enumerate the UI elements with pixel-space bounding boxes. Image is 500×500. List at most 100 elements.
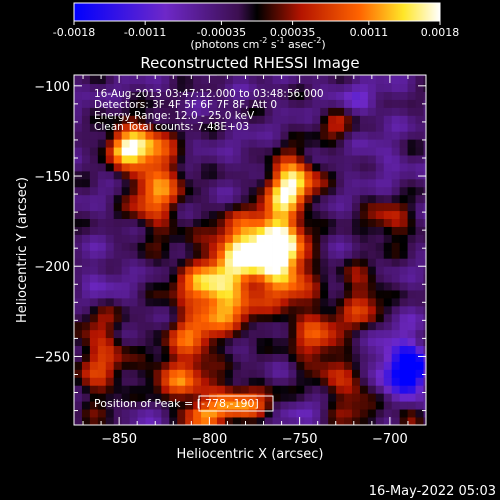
heatmap-cell	[415, 115, 424, 124]
heatmap-cell	[113, 329, 123, 339]
heatmap-cell	[399, 329, 408, 339]
heatmap-cell	[89, 369, 99, 378]
heatmap-cell	[81, 91, 91, 100]
heatmap-cell	[256, 139, 266, 148]
heatmap-cell	[121, 417, 130, 425]
heatmap-cell	[137, 234, 146, 243]
heatmap-cell	[304, 353, 313, 362]
heatmap-cell	[129, 282, 138, 291]
heatmap-cell	[193, 242, 202, 251]
heatmap-cell	[89, 393, 99, 402]
heatmap-cell	[169, 226, 178, 235]
heatmap-cell	[336, 282, 345, 291]
heatmap-cell	[280, 329, 289, 339]
heatmap-cell	[161, 218, 170, 227]
heatmap-cell	[375, 155, 385, 164]
heatmap-cell	[113, 139, 123, 148]
heatmap-cell	[367, 258, 377, 267]
heatmap-cell	[399, 99, 408, 108]
heatmap-cell	[161, 377, 170, 386]
heatmap-cell	[97, 385, 107, 394]
heatmap-cell	[383, 297, 393, 307]
heatmap-cell	[272, 290, 281, 299]
heatmap-cell	[296, 234, 305, 243]
heatmap-cell	[399, 313, 408, 323]
heatmap-cell	[185, 385, 194, 394]
heatmap-cell	[89, 329, 99, 339]
heatmap-cell	[216, 202, 226, 212]
heatmap-cell	[105, 210, 115, 220]
heatmap-cell	[272, 282, 281, 291]
heatmap-cell	[74, 131, 83, 140]
heatmap-cell	[296, 313, 305, 323]
heatmap-cell	[216, 75, 226, 85]
heatmap-cell	[201, 123, 210, 132]
heatmap-cell	[272, 369, 281, 378]
heatmap-cell	[97, 210, 107, 220]
heatmap-cell	[399, 385, 408, 394]
heatmap-cell	[351, 194, 361, 204]
heatmap-cell	[224, 290, 234, 299]
heatmap-cell	[193, 329, 202, 339]
heatmap-cell	[344, 123, 353, 132]
heatmap-cell	[320, 131, 329, 140]
heatmap-cell	[169, 83, 178, 92]
heatmap-cell	[185, 170, 194, 180]
heatmap-cell	[105, 313, 115, 323]
heatmap-cell	[137, 345, 146, 354]
heatmap-cell	[177, 369, 186, 378]
heatmap-cell	[280, 258, 289, 267]
heatmap-cell	[304, 226, 313, 235]
heatmap-cell	[97, 282, 107, 291]
heatmap-cell	[280, 313, 289, 323]
heatmap-cell	[224, 123, 234, 132]
heatmap-cell	[320, 194, 329, 204]
heatmap-cell	[304, 321, 313, 331]
heatmap-cell	[216, 194, 226, 204]
heatmap-cell	[304, 75, 313, 85]
heatmap-cell	[216, 337, 226, 347]
heatmap-cell	[359, 83, 369, 92]
heatmap-cell	[264, 290, 273, 299]
heatmap-cell	[193, 123, 202, 132]
heatmap-cell	[383, 75, 393, 77]
heatmap-cell	[81, 337, 91, 347]
heatmap-cell	[288, 377, 297, 386]
heatmap-cell	[81, 313, 91, 323]
heatmap-cell	[121, 409, 130, 418]
heatmap-cell	[351, 345, 361, 354]
heatmap-cell	[391, 361, 401, 370]
heatmap-cell	[280, 75, 289, 77]
heatmap-cell	[209, 274, 218, 283]
heatmap-cell	[375, 329, 385, 339]
heatmap-cell	[272, 393, 281, 402]
heatmap-cell	[193, 131, 202, 140]
heatmap-cell	[129, 170, 138, 180]
heatmap-cell	[288, 107, 297, 116]
heatmap-cell	[280, 178, 289, 188]
heatmap-cell	[248, 163, 258, 172]
plot-frame	[73, 74, 427, 426]
heatmap-cell	[415, 218, 424, 227]
heatmap-cell	[74, 178, 83, 188]
heatmap-cell	[391, 123, 401, 132]
heatmap-cell	[232, 202, 242, 212]
heatmap-cell	[351, 139, 361, 148]
heatmap-cell	[145, 202, 154, 212]
heatmap-cell	[280, 409, 289, 418]
heatmap-cell	[359, 242, 369, 251]
heatmap-cell	[367, 115, 377, 124]
heatmap-cell	[248, 385, 258, 394]
y-tick-label: −250	[34, 350, 70, 365]
heatmap-cell	[137, 163, 146, 172]
heatmap-cell	[312, 147, 321, 156]
heatmap-cell	[367, 83, 377, 92]
heatmap-cell	[272, 75, 281, 85]
heatmap-cell	[399, 401, 408, 410]
colorbar-tick-label: 0.00035	[270, 26, 316, 39]
heatmap-cell	[359, 401, 369, 410]
heatmap-cell	[193, 75, 202, 77]
heatmap-cell	[407, 107, 416, 116]
heatmap-cell	[296, 131, 305, 140]
heatmap-cell	[264, 234, 273, 243]
